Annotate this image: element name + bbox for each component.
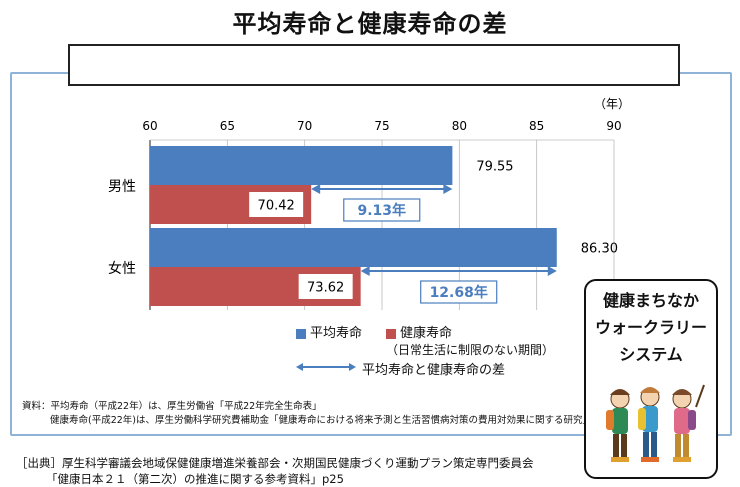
avg-lifespan-bar — [150, 146, 453, 185]
x-tick-label: 90 — [606, 119, 621, 133]
value-label-box — [249, 192, 304, 217]
legend-healthy-swatch — [386, 328, 396, 339]
promo-line-2: ウォークラリー — [594, 318, 707, 337]
hiker-figure-middle — [638, 387, 660, 462]
category-label: 女性 — [108, 260, 136, 277]
avg-lifespan-bar — [150, 228, 557, 267]
banner-box — [68, 44, 680, 86]
category-label: 男性 — [108, 179, 136, 195]
data-note: 資料：平均寿命（平成22年）は、厚生労働省「平成22年完全生命表」 健康寿命(平… — [22, 400, 622, 428]
arrowhead-right — [547, 266, 557, 276]
bar-value-label: 73.62 — [307, 281, 344, 296]
page-title: 平均寿命と健康寿命の差 — [232, 10, 508, 38]
arrowhead-right — [443, 184, 453, 194]
legend-healthy-note: （日常生活に制限のない期間） — [386, 343, 555, 357]
note-line-2: 健康寿命(平成22年)は、厚生労働科学研究費補助金「健康寿命における将来予測と生… — [50, 415, 593, 426]
x-tick-label: 75 — [374, 119, 389, 133]
legend-healthy: 健康寿命 — [386, 322, 452, 341]
value-label-box — [298, 274, 353, 299]
legend-avg: 平均寿命 — [296, 322, 362, 341]
bar-value-label: 79.55 — [476, 160, 513, 175]
hikers-illustration — [606, 384, 705, 462]
note-line-1: 資料：平均寿命（平成22年）は、厚生労働省「平成22年完全生命表」 — [22, 401, 322, 412]
unit-label: （年） — [594, 97, 630, 111]
source-line-2: 「健康日本２１（第二次）の推進に関する参考資料」p25 — [46, 472, 344, 486]
bar-value-label: 70.42 — [258, 199, 295, 214]
x-tick-label: 60 — [142, 119, 157, 133]
legend-avg-swatch — [296, 328, 306, 339]
promo-line-3: システム — [619, 345, 683, 364]
arrowhead-left — [311, 184, 321, 194]
source-line-1: ［出典］厚生科学審議会地域保健健康増進栄養部会・次期国民健康づくり運動プラン策定… — [16, 456, 534, 470]
promo-line-1: 健康まちなか — [602, 291, 699, 310]
x-tick-label: 70 — [297, 119, 312, 133]
difference-label: 9.13年 — [357, 202, 406, 219]
difference-box — [343, 198, 421, 222]
x-tick-label: 80 — [452, 119, 467, 133]
source-citation: ［出典］厚生科学審議会地域保健健康増進栄養部会・次期国民健康づくり運動プラン策定… — [16, 455, 534, 487]
x-tick-label: 65 — [220, 119, 235, 133]
arrowhead-left — [360, 266, 370, 276]
bar-value-label: 86.30 — [581, 242, 618, 257]
legend-healthy-label: 健康寿命 — [400, 326, 453, 341]
x-tick-label: 85 — [529, 119, 544, 133]
hiker-figure-left — [606, 389, 630, 462]
legend-avg-label: 平均寿命 — [310, 326, 363, 341]
legend-diff-label: 平均寿命と健康寿命の差 — [362, 363, 506, 378]
legend-diff-arrow-icon — [296, 363, 356, 371]
walk-rally-promo: 健康まちなか ウォークラリー システム — [584, 279, 718, 479]
hiker-figure-right — [672, 384, 705, 462]
difference-box — [420, 280, 498, 304]
difference-label: 12.68年 — [430, 284, 488, 301]
